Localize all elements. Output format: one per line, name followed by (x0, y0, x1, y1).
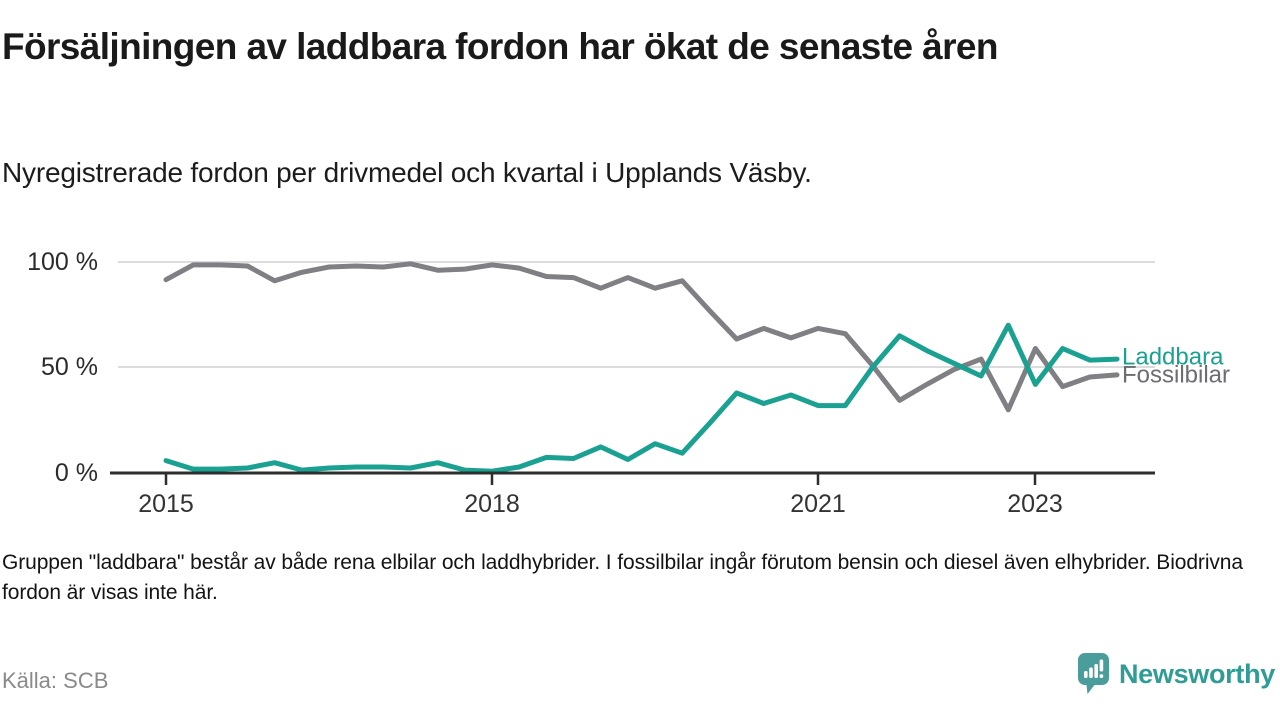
fossilbilar-line (163, 261, 1120, 413)
logo-bubble-shape (1077, 653, 1109, 694)
series-label-laddbara: Laddbara (1122, 344, 1224, 371)
newsworthy-logo-text: Newsworthy (1118, 658, 1275, 689)
y-axis-label-50: 50 % (41, 353, 98, 381)
series-layer (163, 261, 1120, 474)
newsworthy-logo-icon (1077, 653, 1109, 694)
chart-footnote: Gruppen "laddbara" består av både rena e… (2, 551, 1243, 605)
line-chart: 100 % 50 % 0 % 2015 2018 2021 2023 Laddb… (0, 240, 1280, 530)
y-axis-label-100: 100 % (27, 248, 98, 276)
logo-bars-icon (1083, 659, 1104, 678)
x-axis-label-2021: 2021 (790, 490, 846, 518)
chart-subtitle: Nyregistrerade fordon per drivmedel och … (2, 157, 812, 188)
x-axis-label-2018: 2018 (464, 490, 520, 518)
source-credit: Källa: SCB (2, 668, 109, 693)
laddbara-line (163, 322, 1120, 474)
x-axis-label-2015: 2015 (138, 490, 194, 518)
page-title: Försäljningen av laddbara fordon har öka… (2, 26, 999, 67)
chart-canvas: 100 % 50 % 0 % 2015 2018 2021 2023 Laddb… (27, 248, 1230, 518)
x-axis-label-2023: 2023 (1007, 490, 1063, 518)
series-label-fossilbilar: Fossilbilar (1122, 362, 1230, 389)
y-axis-label-0: 0 % (55, 459, 98, 487)
newsworthy-branding: Newsworthy (1077, 653, 1275, 695)
